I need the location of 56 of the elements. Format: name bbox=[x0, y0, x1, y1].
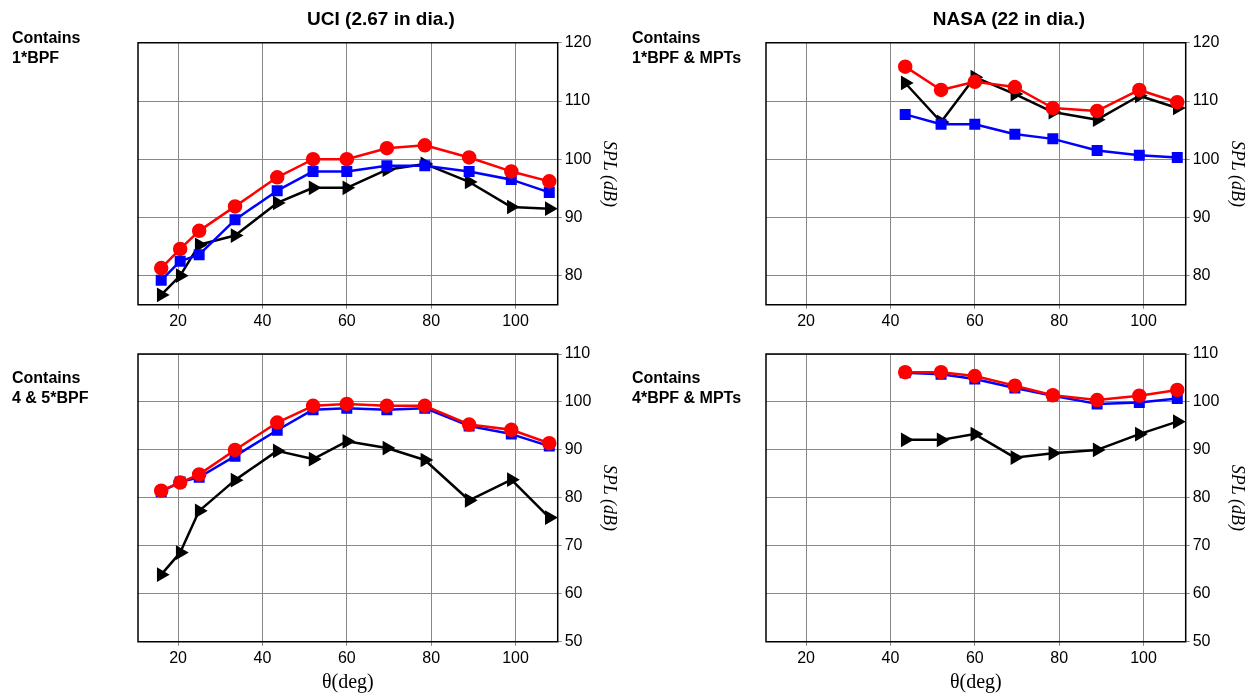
text: Contains 4*BPF & MPTs bbox=[632, 368, 742, 408]
x-tick-label: 100 bbox=[502, 311, 529, 329]
y-tick-label: 50 bbox=[1192, 632, 1211, 650]
text: Contains 1*BPF & MPTs bbox=[632, 28, 742, 68]
x-tick-label: 60 bbox=[965, 311, 984, 329]
y-axis-title: SPL (dB) bbox=[1227, 464, 1249, 531]
text: Contains 4 & 5*BPF bbox=[12, 368, 89, 408]
y-tick-label: 90 bbox=[1192, 440, 1211, 458]
chart-title: NASA (22 in dia.) bbox=[932, 7, 1086, 29]
x-tick-label: 40 bbox=[253, 311, 272, 329]
x-tick-label: 40 bbox=[881, 648, 900, 666]
y-tick-label: 70 bbox=[1192, 536, 1211, 554]
x-tick-label: 100 bbox=[502, 648, 529, 666]
y-tick-label: 110 bbox=[1192, 344, 1219, 362]
x-tick-label: 40 bbox=[881, 311, 900, 329]
y-tick-label: 90 bbox=[564, 207, 583, 225]
x-tick-label: 100 bbox=[1130, 311, 1157, 329]
x-tick-label: 60 bbox=[965, 648, 984, 666]
x-tick-label: 20 bbox=[169, 311, 188, 329]
x-tick-label: 20 bbox=[797, 648, 816, 666]
chart-title: UCI (2.67 in dia.) bbox=[307, 7, 455, 29]
x-tick-label: 20 bbox=[797, 311, 816, 329]
y-axis-title: SPL (dB) bbox=[599, 140, 621, 207]
x-tick-label: 20 bbox=[169, 648, 188, 666]
y-tick-label: 90 bbox=[1192, 207, 1211, 225]
y-tick-label: 60 bbox=[1192, 584, 1211, 602]
y-tick-label: 120 bbox=[1192, 33, 1220, 51]
y-tick-label: 110 bbox=[564, 344, 591, 362]
y-tick-label: 110 bbox=[1192, 91, 1219, 109]
x-tick-label: 60 bbox=[337, 311, 356, 329]
x-axis-title: θ(deg) bbox=[949, 670, 1002, 694]
x-tick-label: 80 bbox=[1050, 648, 1069, 666]
y-tick-label: 120 bbox=[564, 33, 592, 51]
x-tick-label: 80 bbox=[422, 311, 441, 329]
y-tick-label: 90 bbox=[564, 440, 583, 458]
y-tick-label: 110 bbox=[564, 91, 591, 109]
x-tick-label: 100 bbox=[1130, 648, 1157, 666]
y-tick-label: 80 bbox=[1192, 488, 1211, 506]
x-tick-label: 80 bbox=[422, 648, 441, 666]
x-tick-label: 60 bbox=[337, 648, 356, 666]
x-axis-title: θ(deg) bbox=[321, 670, 374, 694]
x-tick-label: 40 bbox=[253, 648, 272, 666]
y-axis-title: SPL (dB) bbox=[599, 464, 621, 531]
y-tick-label: 80 bbox=[564, 266, 583, 284]
x-tick-label: 80 bbox=[1050, 311, 1069, 329]
text: Contains 1*BPF bbox=[12, 28, 81, 68]
y-tick-label: 70 bbox=[564, 536, 583, 554]
y-tick-label: 100 bbox=[1192, 149, 1220, 167]
y-tick-label: 100 bbox=[564, 392, 592, 410]
y-tick-label: 80 bbox=[1192, 266, 1211, 284]
y-tick-label: 80 bbox=[564, 488, 583, 506]
y-tick-label: 50 bbox=[564, 632, 583, 650]
y-axis-title: SPL (dB) bbox=[1227, 140, 1249, 207]
y-tick-label: 100 bbox=[564, 149, 592, 167]
y-tick-label: 60 bbox=[564, 584, 583, 602]
y-tick-label: 100 bbox=[1192, 392, 1220, 410]
